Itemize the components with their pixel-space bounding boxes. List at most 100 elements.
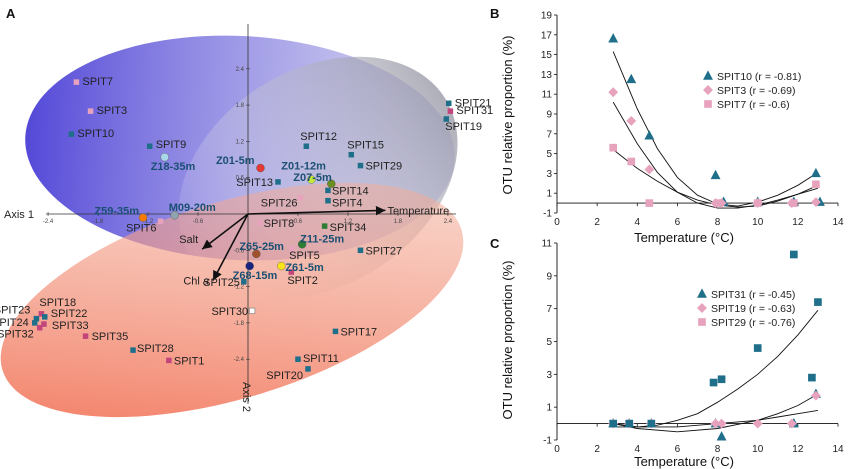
station-marker-z65-25m	[252, 249, 261, 259]
b-y-axis-title: OTU relative proportion (%)	[500, 36, 515, 195]
c-y-tick-label: 1	[546, 403, 552, 414]
b-x-tick-label: 2	[594, 217, 600, 228]
otu-marker-spit34	[321, 223, 328, 229]
c-x-tick-label: 2	[594, 444, 600, 455]
b-y-tick-label: -1	[543, 209, 552, 220]
b-point-spit7	[790, 199, 798, 207]
b-fit-spit3	[612, 101, 819, 209]
c-x-axis-title: Temperature (°C)	[634, 454, 734, 469]
station-marker-z59-35m	[138, 213, 148, 222]
c-point-spit29	[625, 419, 634, 428]
otu-marker-spit26	[297, 194, 304, 201]
station-marker-z68-15m	[245, 261, 254, 271]
otu-label-spit24: SPIT24	[0, 317, 29, 329]
otu-marker-spit14	[325, 187, 331, 194]
axis-2-tick-label: 1.8	[236, 103, 245, 109]
b-y-tick-label: 13	[541, 70, 553, 81]
b-legend-marker-spit7	[704, 100, 712, 108]
station-marker-z01-12m	[307, 175, 316, 184]
b-data-points	[608, 33, 825, 209]
otu-label-spit5: SPIT5	[289, 250, 320, 262]
c-x-tick-label: 4	[635, 444, 641, 455]
b-point-spit10	[810, 167, 821, 178]
vector-salt	[201, 213, 249, 250]
axis-1-tick-label: 1.8	[394, 219, 403, 225]
b-x-tick-label: 12	[792, 217, 804, 228]
b-x-tick-label: 10	[752, 217, 764, 228]
c-y-axis-title: OTU relative proportion (%)	[500, 261, 515, 420]
pca-biplot: A -2.4 -1.8 -1.2 -0.6 0.6 1.2 1.8 2.4 2.4 1.8 1.2 0…	[0, 6, 493, 418]
c-legend-marker-spit31	[697, 288, 707, 298]
c-fit-spit19	[613, 409, 818, 428]
otu-marker-spit32	[37, 324, 43, 331]
otu-label-spit15: SPIT15	[347, 140, 384, 152]
station-marker-m09-20m	[170, 211, 179, 220]
b-legend-marker-spit10	[703, 70, 713, 80]
c-y-tick-label: 11	[542, 239, 553, 250]
otu-marker-spit5	[289, 246, 295, 252]
axis-2-tick-label: -0.6	[234, 248, 245, 254]
otu-label-spit33: SPIT33	[52, 320, 89, 332]
otu-label-spit7: SPIT7	[82, 76, 113, 88]
axis-1-tick-label: -1.8	[93, 219, 104, 225]
otu-marker-spit27	[357, 247, 364, 254]
c-x-tick-label: 0	[554, 444, 560, 455]
station-marker-z01-5m	[256, 163, 265, 173]
b-point-spit7	[812, 180, 820, 189]
c-point-spit29	[790, 250, 798, 259]
axis-1-tick-label: -1.2	[143, 219, 154, 225]
b-legend-label-spit7: SPIT7 (r = -0.6)	[717, 99, 790, 111]
c-point-spit19	[710, 418, 721, 429]
station-marker-z11-25m	[297, 240, 307, 249]
b-point-spit3	[644, 164, 655, 175]
b-point-spit10	[626, 73, 637, 84]
c-point-spit29	[808, 373, 816, 382]
c-y-tick-label: 7	[546, 304, 552, 315]
otu-marker-spit10	[68, 131, 75, 137]
otu-marker-spit23	[33, 315, 40, 322]
otu-marker-spit13	[275, 179, 281, 185]
c-legend-label-spit29: SPIT29 (r = -0.76)	[711, 317, 795, 329]
b-y-tick-label: 19	[541, 11, 553, 22]
otu-label-spit26: SPIT26	[261, 198, 298, 210]
axis-2-tick-label: -1.2	[234, 285, 245, 291]
vector-temperature	[247, 205, 386, 216]
c-x-tick-label: 8	[715, 444, 721, 455]
otu-marker-spit8	[256, 220, 263, 226]
c-point-spit19	[752, 418, 763, 429]
panel-c: C OTU relative proportion (%) Temperatur…	[490, 236, 844, 469]
c-data-points	[608, 250, 822, 441]
otu-marker-spit22	[41, 314, 48, 320]
otu-marker-spit24	[32, 320, 38, 326]
axis-1-tick-label: 1.2	[344, 219, 353, 225]
station-marker-z07-5m	[327, 179, 336, 188]
b-x-tick-label: 0	[554, 217, 560, 228]
otu-label-spit4: SPIT4	[332, 198, 363, 210]
otu-marker-spit25	[241, 279, 247, 285]
vector-label-salt: Salt	[179, 234, 198, 246]
b-point-spit7	[645, 199, 654, 207]
otu-marker-spit33	[41, 321, 47, 327]
c-legend-label-spit19: SPIT19 (r = -0.63)	[711, 303, 795, 315]
environment-vectors: Temperature Salt Chl a	[179, 205, 449, 287]
otu-label-spit22: SPIT22	[51, 308, 88, 320]
b-x-tick-label: 8	[715, 217, 721, 228]
axis-1-tick-label: 2.4	[444, 219, 453, 225]
c-point-spit29	[609, 419, 618, 428]
b-y-tick-label: 5	[546, 149, 552, 160]
b-y-tick-label: 11	[542, 90, 553, 101]
otu-marker-spit31	[447, 108, 454, 114]
c-y-tick-label: -1	[543, 436, 552, 447]
panel-label-a: A	[6, 6, 16, 21]
station-label-z01-5m: Z01-5m	[216, 155, 255, 167]
station-label-z65-25m: Z65-25m	[239, 241, 284, 253]
b-x-axis-title: Temperature (°C)	[634, 230, 734, 245]
c-y-tick-label: 5	[546, 337, 552, 348]
otu-label-spit25: SPIT25	[203, 277, 240, 289]
c-fit-spit31	[613, 393, 819, 433]
otu-marker-spit15	[348, 151, 355, 158]
